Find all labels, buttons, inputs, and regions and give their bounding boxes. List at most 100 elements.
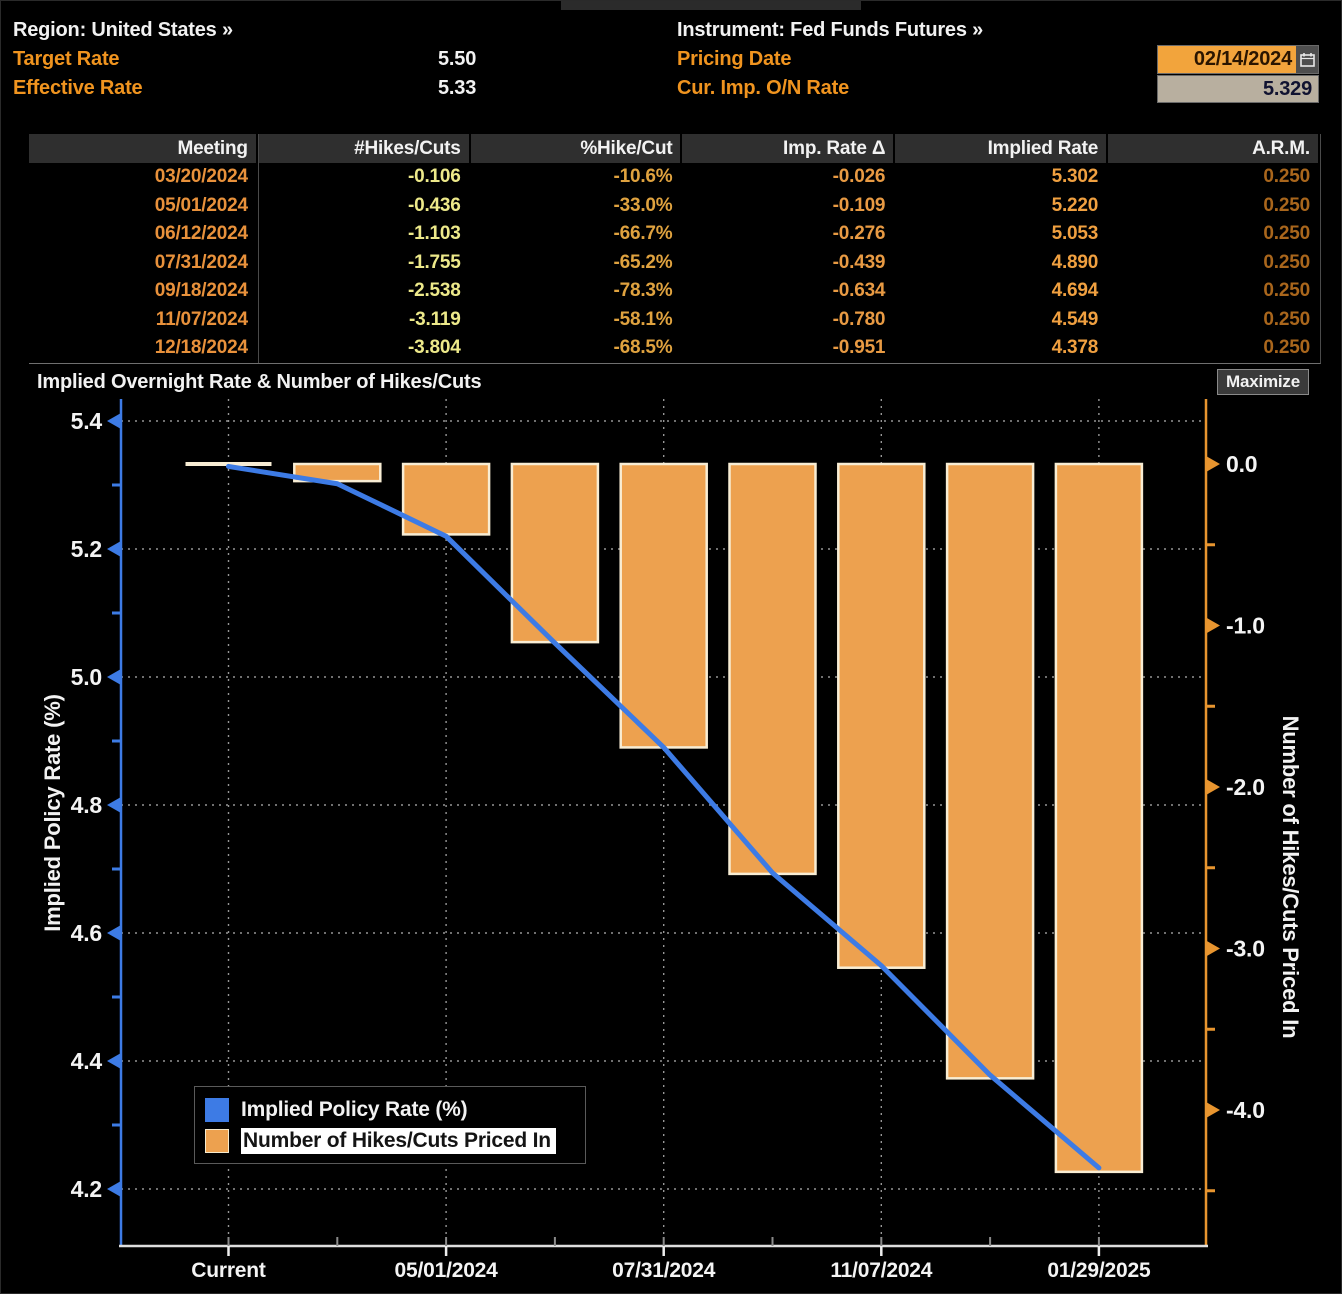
legend-item-policy-rate[interactable]: Implied Policy Rate (%) bbox=[205, 1094, 585, 1125]
hikes-cuts-bar bbox=[619, 462, 708, 749]
target-rate-value: 5.50 bbox=[438, 48, 477, 70]
table-cell: -0.951 bbox=[832, 337, 886, 358]
table-cell: 0.250 bbox=[1263, 166, 1310, 187]
column-header: A.R.M. bbox=[1108, 134, 1320, 163]
x-minor-tick bbox=[445, 1237, 448, 1246]
column-header: Meeting bbox=[29, 134, 259, 163]
left-tick-arrow bbox=[107, 413, 121, 429]
table-cell: 11/07/2024 bbox=[29, 305, 259, 334]
left-tick-arrow bbox=[107, 1053, 121, 1069]
cur-imp-on-rate-input[interactable]: 5.329 bbox=[1157, 75, 1319, 103]
legend-label: Implied Policy Rate (%) bbox=[241, 1097, 468, 1121]
left-tick-label: 5.4 bbox=[71, 408, 103, 434]
pricing-date-input[interactable]: 02/14/2024 bbox=[1157, 45, 1319, 74]
legend-swatch bbox=[205, 1128, 229, 1153]
table-row[interactable]: 07/31/2024 -1.755 -65.2% -0.439 4.890 0.250 bbox=[29, 248, 1320, 277]
right-minor-tick bbox=[1206, 543, 1215, 547]
table-cell: 0.250 bbox=[1263, 223, 1310, 244]
table-row[interactable]: 09/18/2024 -2.538 -78.3% -0.634 4.694 0.250 bbox=[29, 277, 1320, 306]
table-cell: -68.5% bbox=[613, 337, 673, 358]
x-major-tick bbox=[880, 1246, 883, 1256]
hikes-cuts-bar bbox=[1054, 462, 1144, 1174]
table-cell: 5.053 bbox=[1051, 223, 1099, 244]
cur-imp-on-rate-label: Cur. Imp. O/N Rate bbox=[677, 77, 849, 99]
table-cell: -65.2% bbox=[613, 251, 673, 273]
right-tick-arrow bbox=[1206, 940, 1220, 957]
maximize-button[interactable]: Maximize bbox=[1217, 369, 1309, 395]
left-minor-tick bbox=[112, 1123, 121, 1127]
table-cell: 07/31/2024 bbox=[29, 248, 259, 277]
table-cell: 0.250 bbox=[1263, 308, 1310, 330]
pricing-date-label: Pricing Date bbox=[677, 48, 792, 70]
table-row[interactable]: 06/12/2024 -1.103 -66.7% -0.276 5.053 0.250 bbox=[29, 220, 1320, 249]
left-axis-title: Implied Policy Rate (%) bbox=[40, 694, 65, 932]
rate-table-body: 03/20/2024 -0.106 -10.6% -0.026 5.302 0.250 05… bbox=[29, 163, 1320, 363]
table-cell: -33.0% bbox=[613, 194, 673, 216]
legend-item-hikes-cuts[interactable]: Number of Hikes/Cuts Priced In bbox=[205, 1125, 585, 1156]
left-minor-tick bbox=[112, 611, 121, 615]
calendar-icon[interactable] bbox=[1296, 46, 1318, 73]
table-cell: -0.026 bbox=[832, 166, 886, 187]
legend-swatch bbox=[205, 1097, 229, 1122]
hikes-cuts-bar bbox=[945, 462, 1035, 1080]
pricing-date-value[interactable]: 02/14/2024 bbox=[1158, 46, 1296, 73]
x-minor-tick bbox=[662, 1237, 665, 1246]
table-cell: -0.109 bbox=[832, 194, 886, 216]
region-link[interactable]: Region: United States » bbox=[13, 19, 233, 41]
instrument-link[interactable]: Instrument: Fed Funds Futures » bbox=[677, 19, 984, 41]
table-row[interactable]: 05/01/2024 -0.436 -33.0% -0.109 5.220 0.250 bbox=[29, 191, 1320, 220]
table-row[interactable]: 03/20/2024 -0.106 -10.6% -0.026 5.302 0.250 bbox=[29, 163, 1320, 192]
table-cell: 03/20/2024 bbox=[29, 163, 259, 192]
column-header: #Hikes/Cuts bbox=[258, 134, 471, 163]
table-cell: -10.6% bbox=[613, 166, 673, 187]
x-minor-tick bbox=[1097, 1237, 1100, 1246]
right-tick-arrow bbox=[1206, 456, 1220, 472]
table-row[interactable]: 12/18/2024 -3.804 -68.5% -0.951 4.378 0.250 bbox=[29, 334, 1320, 363]
right-tick-arrow bbox=[1206, 617, 1220, 634]
hikes-cuts-bar bbox=[728, 462, 817, 876]
table-row[interactable]: 11/07/2024 -3.119 -58.1% -0.780 4.549 0.250 bbox=[29, 305, 1320, 334]
right-minor-tick bbox=[1206, 866, 1215, 870]
left-tick-label: 5.2 bbox=[71, 536, 102, 562]
left-tick-arrow bbox=[107, 541, 121, 557]
x-major-tick bbox=[662, 1246, 665, 1256]
chart-legend: Implied Policy Rate (%) Number of Hikes/… bbox=[194, 1086, 586, 1164]
chart-svg: 5.4 5.2 5.0 4.8 4.6 4.4 4.2 0.0 -1.0 -2.0 -3.0 -4.0… bbox=[71, 399, 1265, 1282]
table-cell: -1.755 bbox=[407, 251, 461, 273]
right-minor-tick bbox=[1206, 1027, 1215, 1031]
table-cell: 0.250 bbox=[1263, 251, 1310, 273]
table-cell: -2.538 bbox=[407, 280, 461, 301]
right-tick-label: 0.0 bbox=[1226, 451, 1257, 477]
table-cell: 09/18/2024 bbox=[29, 277, 259, 306]
left-tick-arrow bbox=[107, 1181, 121, 1197]
table-cell: 4.378 bbox=[1051, 337, 1099, 358]
window-chrome-strip bbox=[561, 1, 861, 10]
left-tick-label: 4.4 bbox=[71, 1048, 103, 1074]
column-header: %Hike/Cut bbox=[470, 134, 683, 163]
right-tick-arrow bbox=[1206, 779, 1220, 795]
table-cell: -3.119 bbox=[409, 308, 461, 330]
right-tick-label: -4.0 bbox=[1226, 1097, 1265, 1123]
x-major-tick bbox=[444, 1246, 448, 1256]
table-cell: -66.7% bbox=[613, 223, 673, 244]
table-cell: -0.276 bbox=[832, 223, 886, 244]
table-cell: 5.220 bbox=[1051, 194, 1099, 216]
column-header: Implied Rate bbox=[895, 134, 1109, 163]
table-cell: 4.890 bbox=[1051, 251, 1099, 273]
table-cell: 0.250 bbox=[1263, 280, 1310, 301]
column-header: Imp. Rate Δ bbox=[682, 134, 896, 163]
x-minor-tick bbox=[227, 1237, 230, 1246]
right-minor-tick bbox=[1206, 1189, 1215, 1193]
right-minor-tick bbox=[1206, 704, 1215, 708]
x-tick-label: Current bbox=[191, 1259, 266, 1282]
x-minor-tick bbox=[771, 1237, 774, 1246]
left-minor-tick bbox=[112, 995, 121, 999]
x-minor-tick bbox=[880, 1237, 883, 1246]
left-tick-arrow bbox=[107, 925, 121, 941]
effective-rate-label: Effective Rate bbox=[13, 77, 143, 99]
left-tick-label: 4.8 bbox=[71, 792, 103, 818]
x-minor-tick bbox=[553, 1237, 556, 1246]
right-axis-title: Number of Hikes/Cuts Priced In bbox=[1278, 715, 1303, 1039]
meetings-table: Meeting #Hikes/Cuts %Hike/Cut Imp. Rate Δ Im… bbox=[29, 134, 1321, 364]
